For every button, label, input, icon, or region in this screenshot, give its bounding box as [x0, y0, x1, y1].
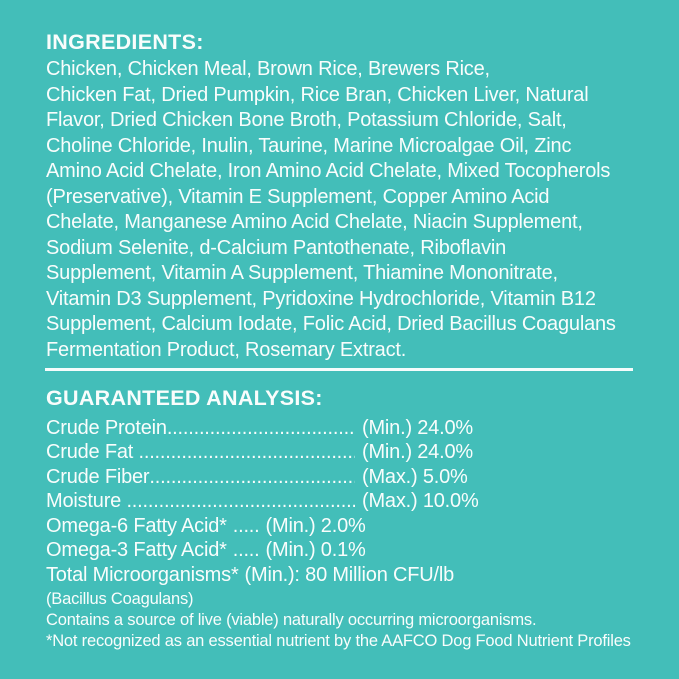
- ingredients-line: Supplement, Vitamin A Supplement, Thiami…: [46, 262, 558, 284]
- guaranteed-analysis-table: Crude Protein...........................…: [46, 416, 639, 588]
- ingredients-line: Supplement, Calcium Iodate, Folic Acid, …: [46, 313, 616, 335]
- analysis-row: Omega-3 Fatty Acid*..... (Min.) 0.1%: [46, 538, 639, 563]
- analysis-value: (Min.) 2.0%: [265, 514, 366, 537]
- analysis-leader-dots: .....: [232, 514, 260, 537]
- ingredients-line: Flavor, Dried Chicken Bone Broth, Potass…: [46, 109, 567, 131]
- footnote-line: *Not recognized as an essential nutrient…: [46, 632, 631, 650]
- analysis-label: Crude Protein: [46, 416, 167, 439]
- analysis-label: Omega-6 Fatty Acid*: [46, 514, 227, 537]
- ingredients-line: (Preservative), Vitamin E Supplement, Co…: [46, 185, 550, 208]
- analysis-row: Total Microorganisms* (Min.): 80 Million …: [46, 563, 639, 588]
- ingredients-line: Chelate, Manganese Amino Acid Chelate, N…: [46, 211, 583, 233]
- analysis-row: Crude Fat ..............................…: [46, 440, 639, 465]
- ingredients-line: Chicken Fat, Dried Pumpkin, Rice Bran, C…: [46, 83, 589, 106]
- analysis-row: Omega-6 Fatty Acid*..... (Min.) 2.0%: [46, 514, 639, 539]
- analysis-label-leader: Crude Protein...........................…: [46, 416, 355, 441]
- analysis-label: Crude Fat: [46, 441, 139, 463]
- analysis-leader-dots: ........................................…: [149, 465, 355, 488]
- analysis-leader-dots: ........................................…: [138, 441, 355, 463]
- analysis-value: (Min.) 24.0%: [362, 441, 473, 463]
- analysis-leader-dots: .....: [232, 539, 260, 561]
- analysis-label: Moisture: [46, 490, 127, 512]
- ingredients-line: Chicken, Chicken Meal, Brown Rice, Brewe…: [46, 58, 490, 80]
- analysis-value: (Min.) 0.1%: [265, 539, 366, 561]
- footnote-line: (Bacillus Coagulans): [46, 590, 194, 608]
- analysis-row: Crude Protein...........................…: [46, 416, 639, 441]
- ingredients-line: Choline Chloride, Inulin, Taurine, Marin…: [46, 134, 572, 157]
- footnote-line: Contains a source of live (viable) natur…: [46, 611, 537, 629]
- ingredients-line: Fermentation Product, Rosemary Extract.: [46, 338, 407, 361]
- analysis-leader-dots: ........................................…: [166, 416, 355, 439]
- analysis-footnotes: (Bacillus Coagulans) Contains a source of…: [46, 589, 639, 652]
- analysis-value: (Min.): 80 Million CFU/lb: [244, 563, 455, 586]
- ingredients-line: Sodium Selenite, d-Calcium Pantothenate,…: [46, 236, 507, 259]
- analysis-value: (Min.) 24.0%: [362, 416, 473, 439]
- ingredients-heading: INGREDIENTS:: [46, 30, 204, 54]
- analysis-value: (Max.) 5.0%: [362, 465, 468, 488]
- analysis-value: (Max.) 10.0%: [362, 490, 479, 512]
- analysis-label: Total Microorganisms*: [46, 563, 239, 586]
- ingredients-line: Vitamin D3 Supplement, Pyridoxine Hydroc…: [46, 287, 596, 310]
- guaranteed-analysis-heading: GUARANTEED ANALYSIS:: [46, 385, 323, 410]
- ingredients-line: Amino Acid Chelate, Iron Amino Acid Chel…: [46, 160, 611, 182]
- analysis-label-leader: Moisture ...............................…: [46, 489, 355, 514]
- analysis-row: Crude Fiber.............................…: [46, 465, 639, 490]
- analysis-row: Moisture ...............................…: [46, 489, 639, 514]
- analysis-label-leader: Crude Fat ..............................…: [46, 440, 355, 465]
- ingredients-list: Chicken, Chicken Meal, Brown Rice, Brewe…: [46, 57, 639, 363]
- section-divider: [45, 368, 633, 371]
- analysis-label: Crude Fiber: [46, 465, 150, 488]
- analysis-leader-dots: ........................................…: [126, 490, 355, 512]
- analysis-label: Omega-3 Fatty Acid*: [46, 539, 227, 561]
- analysis-label-leader: Crude Fiber.............................…: [46, 465, 355, 490]
